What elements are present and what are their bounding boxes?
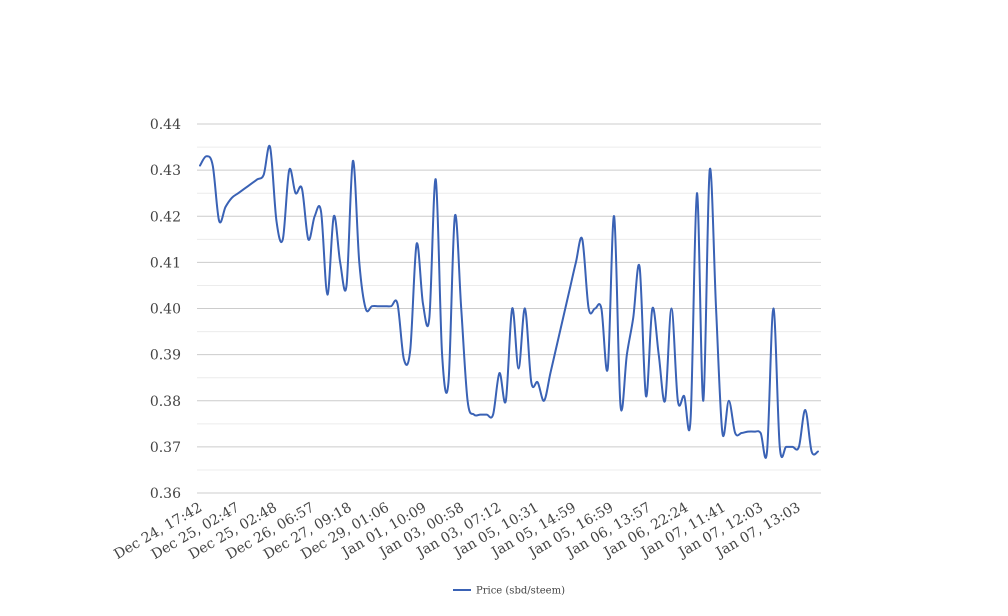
y-axis-tick-labels: 0.36 0.37 0.38 0.39 0.40 0.41 0.42 0.43 0.44 bbox=[150, 117, 181, 502]
y-tick-label: 0.40 bbox=[150, 302, 181, 318]
y-tick-label: 0.44 bbox=[150, 117, 181, 133]
y-tick-label: 0.43 bbox=[150, 163, 181, 179]
series-line-price bbox=[199, 144, 819, 459]
y-tick-label: 0.37 bbox=[150, 440, 181, 456]
y-tick-label: 0.39 bbox=[150, 348, 181, 364]
grid-lines bbox=[197, 123, 821, 494]
y-tick-label: 0.42 bbox=[150, 209, 181, 225]
y-tick-label: 0.36 bbox=[150, 486, 181, 502]
y-tick-label: 0.41 bbox=[150, 255, 181, 271]
y-tick-label: 0.38 bbox=[150, 394, 181, 410]
legend-label: Price (sbd/steem) bbox=[476, 586, 565, 597]
legend: Price (sbd/steem) bbox=[453, 586, 565, 597]
series-layer bbox=[199, 144, 819, 459]
